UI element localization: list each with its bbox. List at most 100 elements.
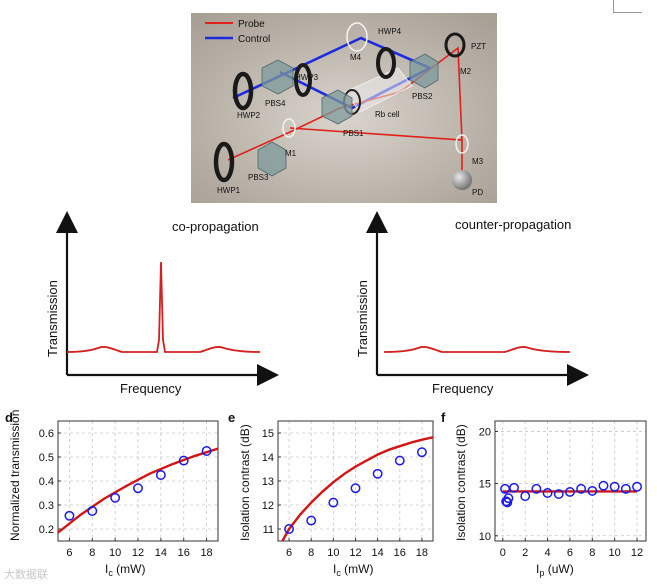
label-hwp3: HWP3 xyxy=(295,73,319,82)
chart-f-point-5 xyxy=(520,491,531,502)
chart-f-ytick-label-2: 20 xyxy=(479,426,491,438)
chart-f-xtick-label-0: 0 xyxy=(500,547,506,559)
chart-d-ytick-label-3: 0.5 xyxy=(39,452,54,464)
watermark: 大数据联 xyxy=(4,569,48,581)
chart-d-xtick-label-1: 8 xyxy=(89,547,95,559)
chart-d-fit-line xyxy=(58,447,218,534)
data-charts: 6 8 10 12 14 16 18 0.2 0.3 0.4 0.5 0.6 6 8 10 12 14 16 18 1… xyxy=(39,420,647,559)
panel-e-xlabel-main: I xyxy=(333,562,336,576)
counter-propagation-title: counter-propagation xyxy=(455,217,571,232)
chart-f-point-12 xyxy=(598,480,609,491)
chart-f-point-13 xyxy=(609,481,620,492)
chart-d-xtick-label-3: 12 xyxy=(132,547,144,559)
panel-f: f Isolation contrast (dB) Ip (uW) xyxy=(441,410,574,578)
chart-d-xtick-label-5: 16 xyxy=(178,547,190,559)
chart-e-point-0 xyxy=(284,524,295,534)
chart-d-point-0 xyxy=(64,510,75,521)
chart-f-point-8 xyxy=(553,489,564,499)
label-m1: M1 xyxy=(285,149,297,158)
chart-d-ytick-label-0: 0.2 xyxy=(39,524,54,536)
counter-propagation-xlabel: Frequency xyxy=(432,381,494,396)
chart-e-ytick-label-2: 13 xyxy=(262,476,274,488)
chart-e-point-5 xyxy=(394,455,405,466)
panel-e: e Isolation contrast (dB) Ic (mW) xyxy=(228,410,374,578)
chart-f-ytick-label-0: 10 xyxy=(479,531,491,543)
label-hwp1: HWP1 xyxy=(217,186,241,195)
label-pzt: PZT xyxy=(471,42,486,51)
pbs1-cube xyxy=(321,89,353,125)
panel-e-xlabel: Ic (mW) xyxy=(333,562,374,578)
chart-e-point-1 xyxy=(306,515,317,526)
label-m2: M2 xyxy=(460,67,472,76)
chart-e-xtick-label-0: 6 xyxy=(286,547,292,559)
chart-e: 6 8 10 12 14 16 18 11 12 13 14 15 xyxy=(262,420,434,559)
panel-f-letter: f xyxy=(441,410,446,425)
counter-propagation-curve xyxy=(383,346,571,353)
co-propagation-ylabel: Transmission xyxy=(45,280,60,357)
hwp4-ring xyxy=(376,47,396,79)
chart-f-point-4 xyxy=(509,482,519,493)
chart-e-xtick-label-2: 10 xyxy=(327,547,339,559)
chart-f-point-2 xyxy=(502,497,513,508)
waveplates xyxy=(213,22,469,183)
co-propagation-curve xyxy=(66,261,261,353)
panel-f-xlabel-unit: (uW) xyxy=(544,562,573,576)
panel-f-ylabel: Isolation contrast (dB) xyxy=(454,424,468,541)
panel-f-xlabel-main: I xyxy=(536,562,539,576)
label-m3: M3 xyxy=(472,157,484,166)
hwp1-ring xyxy=(213,141,235,183)
label-rb-cell: Rb cell xyxy=(375,110,400,119)
m4-mirror xyxy=(346,22,368,52)
panel-e-xlabel-sub: c xyxy=(336,568,341,578)
chart-f-point-3 xyxy=(503,493,514,504)
label-pbs1: PBS1 xyxy=(343,129,364,138)
chart-d-point-6 xyxy=(201,446,212,456)
chart-e-point-6 xyxy=(416,447,427,458)
m2-mirror xyxy=(444,32,466,58)
chart-f-xtick-label-3: 6 xyxy=(567,547,573,559)
hwp3-ring xyxy=(294,63,312,97)
chart-d-ytick-label-2: 0.4 xyxy=(39,476,54,488)
chart-e-ytick-label-3: 14 xyxy=(262,452,274,464)
chart-f-frame xyxy=(494,420,647,542)
chart-d-xtick-label-0: 6 xyxy=(66,547,72,559)
pbs2-cube xyxy=(409,53,439,89)
m1-mirror xyxy=(282,118,296,138)
chart-e-point-4 xyxy=(372,468,383,479)
panel-e-xlabel-unit: (mW) xyxy=(341,562,374,576)
chart-e-point-3 xyxy=(350,483,361,494)
chart-d-ytick-label-4: 0.6 xyxy=(39,428,54,440)
chart-f-xtick-label-6: 12 xyxy=(631,547,643,559)
setup-panel: Probe Control xyxy=(191,13,497,203)
label-m4: M4 xyxy=(350,53,362,62)
panel-d-xlabel-main: I xyxy=(105,562,108,576)
chart-d: 6 8 10 12 14 16 18 0.2 0.3 0.4 0.5 0.6 xyxy=(39,420,219,559)
chart-f-point-10 xyxy=(576,483,587,494)
panel-f-xlabel-sub: p xyxy=(539,568,544,578)
chart-e-xtick-label-3: 12 xyxy=(349,547,361,559)
label-pbs2: PBS2 xyxy=(412,92,433,101)
setup-legend: Probe Control xyxy=(205,19,270,45)
chart-d-ytick-label-1: 0.3 xyxy=(39,500,54,512)
chart-f: 0 2 4 6 8 10 12 10 15 20 xyxy=(479,420,647,559)
chart-f-xtick-label-4: 8 xyxy=(589,547,595,559)
chart-e-xtick-label-6: 18 xyxy=(416,547,428,559)
chart-d-point-3 xyxy=(133,483,143,494)
co-propagation-title: co-propagation xyxy=(172,219,259,234)
counter-propagation-ylabel: Transmission xyxy=(355,280,370,357)
co-propagation-schematic: co-propagation Transmission Frequency xyxy=(45,211,279,396)
chart-d-xtick-label-4: 14 xyxy=(155,547,167,559)
chart-f-point-15 xyxy=(632,481,643,492)
panel-e-letter: e xyxy=(228,410,235,425)
label-pd: PD xyxy=(472,188,483,197)
panel-d: d Normalized transmission Ic (mW) xyxy=(5,410,146,578)
pbs4-cube xyxy=(261,59,294,95)
photodiode xyxy=(452,170,472,190)
chart-f-point-7 xyxy=(542,488,553,498)
legend-probe-label: Probe xyxy=(238,19,265,30)
label-hwp4: HWP4 xyxy=(378,27,402,36)
chart-f-xtick-label-1: 2 xyxy=(522,547,528,559)
chart-f-xtick-label-2: 4 xyxy=(545,547,551,559)
label-pbs4: PBS4 xyxy=(265,99,286,108)
panel-d-xlabel: Ic (mW) xyxy=(105,562,146,578)
